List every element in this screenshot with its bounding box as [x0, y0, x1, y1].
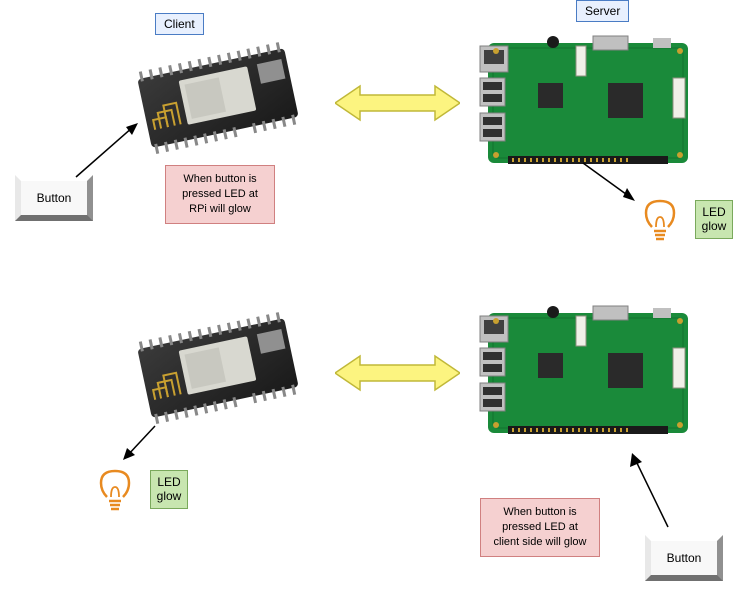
led-glow-label-bottom: LED glow — [150, 470, 188, 509]
bidirectional-arrow-bottom — [335, 353, 460, 393]
button-server[interactable]: Button — [645, 535, 723, 581]
arrow-esp-to-bulb-bottom — [115, 418, 165, 468]
button-client-label: Button — [37, 191, 72, 205]
led-glow-label-top: LED glow — [695, 200, 733, 239]
arrow-rpi-to-bulb-top — [575, 155, 645, 210]
client-label: Client — [155, 13, 204, 35]
server-label: Server — [576, 0, 629, 22]
button-server-label: Button — [667, 551, 702, 565]
bulb-icon-bottom — [95, 465, 135, 513]
arrow-button-to-rpi — [620, 445, 680, 535]
arrow-button-to-esp — [68, 115, 148, 185]
client-annotation: When button is pressed LED at RPi will g… — [165, 165, 275, 224]
server-annotation: When button is pressed LED at client sid… — [480, 498, 600, 557]
esp8266-board-top — [128, 38, 308, 158]
raspberry-pi-top — [478, 28, 698, 173]
esp8266-board-bottom — [128, 308, 308, 428]
bidirectional-arrow-top — [335, 83, 460, 123]
bulb-icon-top — [640, 195, 680, 243]
raspberry-pi-bottom — [478, 298, 698, 443]
